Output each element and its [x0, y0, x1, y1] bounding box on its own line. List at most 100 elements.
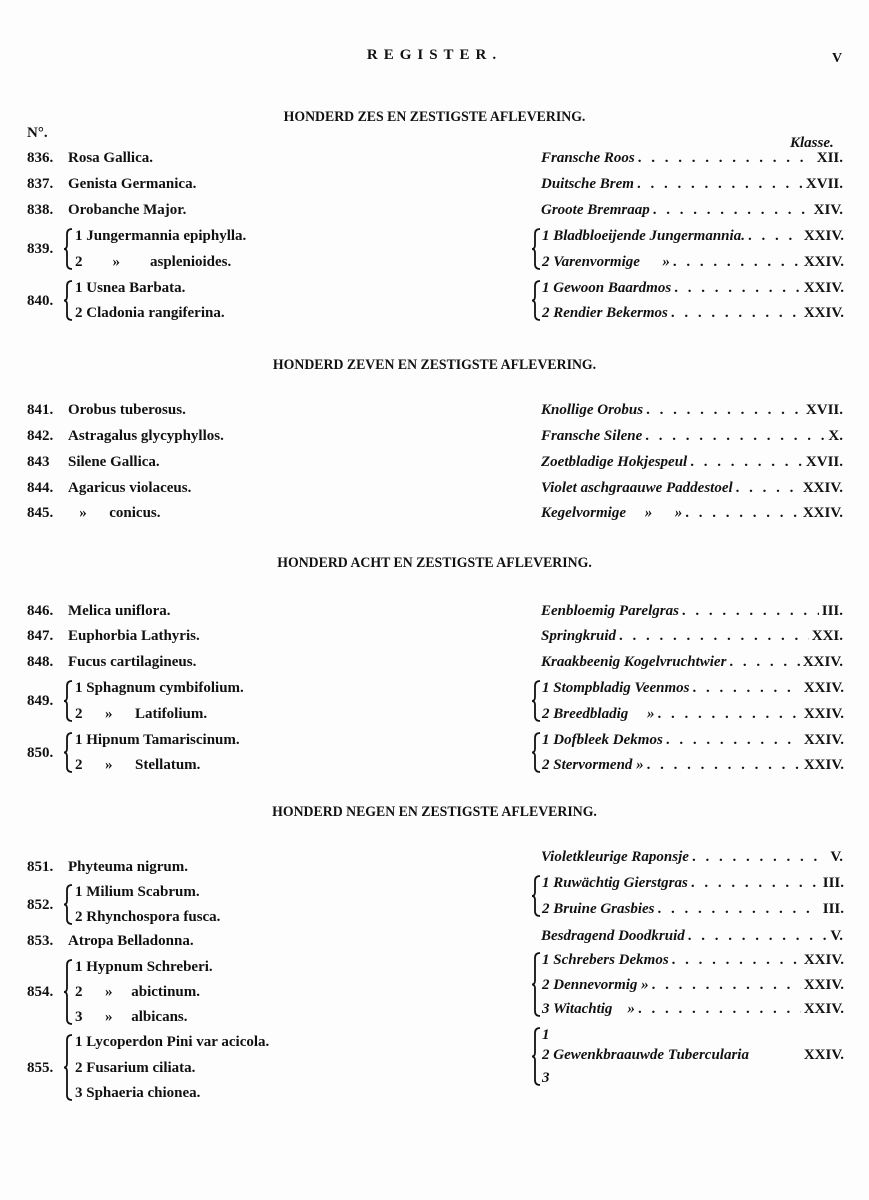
dot-leader: . . . . . . . . . . . . . . . . . . . . …: [681, 603, 819, 619]
klasse-value: XXIV.: [803, 757, 844, 773]
klasse-value: XXIV.: [803, 280, 844, 296]
dot-leader: . . . . . . . . . . . . . . . . . . . . …: [672, 254, 801, 270]
dot-leader: . . . . . . . . . . . . . . . . . . . . …: [657, 901, 820, 917]
dutch-entry: Fransche Silene. . . . . . . . . . . . .…: [541, 427, 843, 445]
dutch-entry: 1: [542, 1026, 844, 1044]
dutch-name: Besdragend Doodkruid: [541, 928, 685, 944]
dutch-name: 1 Ruwächtig Gierstgras: [542, 875, 688, 891]
latin-name: Phyteuma nigrum.: [68, 859, 188, 875]
entry-number: 836.: [27, 150, 54, 166]
dutch-entry: 1 Ruwächtig Gierstgras. . . . . . . . . …: [542, 874, 844, 892]
dot-leader: . . . . . . . . . . . . . . . . . . . . …: [671, 952, 801, 968]
klasse-value: XXIV.: [802, 654, 843, 670]
brace-left: [63, 959, 73, 1025]
brace-right: [531, 875, 541, 917]
section-heading: HONDERD NEGEN EN ZESTIGSTE AFLEVERING.: [272, 804, 597, 820]
dot-leader: . . . . . . . . . . . . . . . . . . . . …: [646, 402, 803, 418]
dutch-name: Springkruid: [541, 628, 617, 644]
dutch-entry: Zoetbladige Hokjespeul. . . . . . . . . …: [541, 453, 843, 471]
dutch-name: 3 Witachtig »: [542, 1001, 635, 1017]
section-heading: HONDERD ZES EN ZESTIGSTE AFLEVERING.: [283, 109, 586, 125]
brace-left: [63, 680, 73, 722]
dutch-entry: 1 Stompbladig Veenmos. . . . . . . . . .…: [542, 679, 844, 697]
klasse-value: XXIV.: [803, 254, 844, 270]
dutch-entry: 1 Bladbloeijende Jungermannia.. . . . . …: [542, 227, 844, 245]
klasse-value: XVII.: [805, 402, 843, 418]
entry-number: 852.: [27, 896, 54, 913]
brace-right: [531, 952, 541, 1017]
dutch-entry: 3: [542, 1069, 844, 1087]
entry-number: 837.: [27, 176, 54, 192]
dot-leader: . . . . . . . . . . . . . . . . . . . . …: [651, 977, 801, 993]
klasse-value: XII.: [816, 150, 843, 166]
klasse-value: XXIV.: [803, 1001, 844, 1017]
dot-leader: . . . . . . . . . . . . . . . . . . . . …: [685, 505, 800, 521]
latin-name: 2 » abictinum.: [75, 984, 201, 1000]
dutch-entry: 1 Dofbleek Dekmos. . . . . . . . . . . .…: [542, 731, 844, 749]
klasse-value: XVII.: [805, 454, 843, 470]
dutch-name: 2 Rendier Bekermos: [542, 305, 668, 321]
entry-number: 840.: [27, 292, 54, 309]
dutch-name: 1 Schrebers Dekmos: [542, 952, 669, 968]
dutch-entry: 2 Varenvormige ». . . . . . . . . . . . …: [542, 253, 844, 271]
latin-name: Atropa Belladonna.: [68, 933, 194, 949]
latin-name: 1 Jungermannia epiphylla.: [75, 228, 247, 244]
dutch-entry: 3 Witachtig ». . . . . . . . . . . . . .…: [542, 1000, 844, 1018]
dutch-name: 2 Breedbladig »: [542, 706, 655, 722]
brace-right: [531, 680, 541, 722]
brace-left: [63, 280, 73, 321]
dutch-entry: 2 Dennevormig ». . . . . . . . . . . . .…: [542, 976, 844, 994]
dot-leader: . . . . . . . . . . . . . . . . . . . . …: [652, 202, 811, 218]
brace-left: [63, 1034, 73, 1101]
dutch-name: 1: [542, 1027, 550, 1043]
entry-number: 845.: [27, 505, 54, 521]
dutch-entry: Knollige Orobus. . . . . . . . . . . . .…: [541, 401, 843, 419]
entry-number: 843: [27, 454, 50, 470]
brace-left: [63, 732, 73, 773]
latin-name: 1 Hipnum Tamariscinum.: [75, 732, 240, 748]
latin-name: 2 Fusarium ciliata.: [75, 1060, 196, 1076]
entry-number: 842.: [27, 428, 54, 444]
latin-name: 1 Lycoperdon Pini var acicola.: [75, 1034, 270, 1050]
dutch-name: 2 Varenvormige »: [542, 254, 670, 270]
entry-number: 851.: [27, 859, 54, 875]
dot-leader: . . . . . . . . . . . . . . . . . . . . …: [691, 849, 827, 865]
entry-number: 849.: [27, 693, 54, 709]
klasse-value: X.: [828, 428, 843, 444]
entry-number: 853.: [27, 933, 54, 949]
dutch-entry: 2 Rendier Bekermos. . . . . . . . . . . …: [542, 304, 844, 322]
klasse-value: XXIV.: [803, 952, 844, 968]
entry-number: 846.: [27, 603, 54, 619]
latin-name: Agaricus violaceus.: [68, 480, 192, 496]
entry-number: 855.: [27, 1059, 54, 1076]
klasse-value: XXIV.: [803, 732, 844, 748]
brace-left: [63, 884, 73, 925]
dot-leader: . . . . . . . . . . . . . . . . . . . . …: [665, 732, 801, 748]
klasse-value: V.: [830, 849, 843, 865]
dutch-name: 2 Bruine Grasbies: [542, 901, 655, 917]
latin-name: Euphorbia Lathyris.: [68, 628, 200, 644]
dutch-name: 2 Dennevormig »: [542, 977, 649, 993]
latin-name: Orobanche Major.: [68, 202, 187, 218]
dutch-entry: Eenbloemig Parelgras. . . . . . . . . . …: [541, 602, 843, 620]
page-number: V: [832, 51, 843, 66]
latin-name: 2 » Latifolium.: [75, 706, 208, 722]
dot-leader: . . . . . . . . . . . . . . . . . . . . …: [637, 150, 814, 166]
latin-name: 1 Sphagnum cymbifolium.: [75, 680, 244, 696]
klasse-value: XXI.: [811, 628, 843, 644]
dutch-name: 1 Dofbleek Dekmos: [542, 732, 663, 748]
dutch-entry: Groote Bremraap. . . . . . . . . . . . .…: [541, 201, 843, 219]
klasse-value: [841, 1069, 844, 1087]
klasse-value: XXIV.: [803, 680, 844, 696]
dutch-name: 2 Stervormend »: [542, 757, 644, 773]
section-heading: HONDERD ACHT EN ZESTIGSTE AFLEVERING.: [277, 555, 592, 571]
dutch-name: Fransche Roos: [541, 150, 635, 166]
dot-leader: . . . . . . . . . . . . . . . . . . . . …: [657, 706, 801, 722]
entry-number: 847.: [27, 628, 54, 644]
klasse-value: III.: [821, 603, 843, 619]
klasse-value: XXIV.: [803, 1047, 844, 1063]
dutch-entry: 1 Gewoon Baardmos. . . . . . . . . . . .…: [542, 279, 844, 297]
dutch-entry: 2 Stervormend ». . . . . . . . . . . . .…: [542, 756, 844, 774]
latin-name: 3 » albicans.: [75, 1009, 188, 1025]
dutch-entry: Kegelvormige » ». . . . . . . . . . . . …: [541, 504, 843, 522]
